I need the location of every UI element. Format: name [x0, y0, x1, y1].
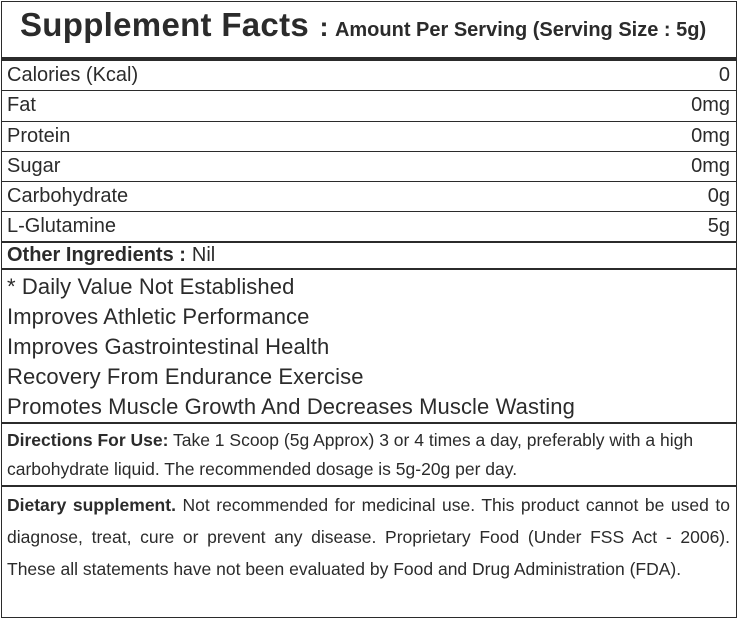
- nutrient-row: Carbohydrate 0g: [2, 182, 736, 213]
- nutrient-name: Carbohydrate: [7, 185, 129, 208]
- other-ingredients-label: Other Ingredients :: [7, 243, 186, 266]
- directions-label: Directions For Use:: [7, 429, 169, 450]
- nutrient-row: Fat 0mg: [2, 91, 736, 122]
- header-colon: :: [319, 12, 329, 42]
- nutrient-row: Calories (Kcal) 0: [2, 61, 736, 92]
- dietary-section: Dietary supplement. Not recommended for …: [2, 487, 736, 585]
- nutrient-value: 5g: [707, 215, 730, 238]
- nutrient-row: L-Glutamine 5g: [2, 212, 736, 243]
- serving-size: Amount Per Serving (Serving Size : 5g): [334, 19, 707, 41]
- nutrient-value: 0mg: [691, 124, 730, 147]
- dietary-text: Not recommended for medicinal use. This …: [7, 494, 730, 579]
- nutrient-name: Sugar: [7, 155, 61, 178]
- claim-item: * Daily Value Not Established: [7, 273, 295, 299]
- nutrient-value: 0g: [707, 185, 730, 208]
- dietary-label: Dietary supplement.: [7, 494, 176, 515]
- directions-text: Take 1 Scoop (5g Approx) 3 or 4 times a …: [7, 429, 694, 479]
- other-ingredients-value: Nil: [191, 243, 216, 266]
- claim-item: Improves Athletic Performance: [7, 303, 310, 329]
- nutrient-name: Protein: [7, 124, 71, 147]
- nutrient-row: Sugar 0mg: [2, 152, 736, 183]
- claims-list: * Daily Value Not Established Improves A…: [2, 270, 736, 424]
- nutrient-value: 0mg: [691, 94, 730, 117]
- nutrient-row: Protein 0mg: [2, 122, 736, 152]
- nutrient-name: Fat: [7, 94, 36, 117]
- nutrient-name: Calories (Kcal): [7, 64, 139, 87]
- directions-section: Directions For Use: Take 1 Scoop (5g App…: [2, 424, 736, 487]
- panel-header: Supplement Facts : Amount Per Serving (S…: [2, 2, 736, 61]
- claim-item: Improves Gastrointestinal Health: [7, 333, 330, 359]
- nutrient-value: 0: [718, 64, 730, 87]
- other-ingredients: Other Ingredients : Nil: [2, 243, 736, 270]
- nutrient-value: 0mg: [691, 155, 730, 178]
- claim-item: Promotes Muscle Growth And Decreases Mus…: [7, 393, 575, 419]
- claim-item: Recovery From Endurance Exercise: [7, 363, 364, 389]
- nutrient-name: L-Glutamine: [7, 215, 116, 238]
- panel-title: Supplement Facts: [20, 6, 310, 43]
